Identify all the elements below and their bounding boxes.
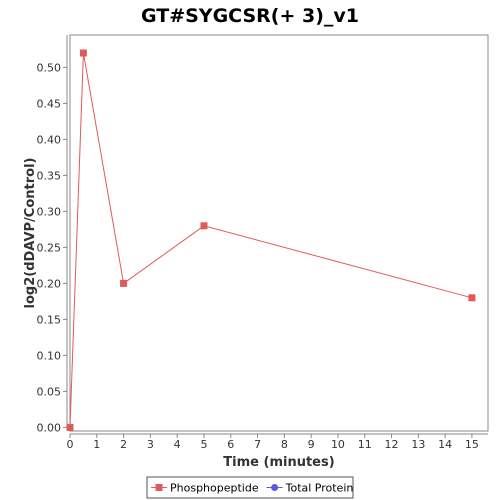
- x-tick-label: 9: [308, 438, 315, 451]
- legend-entry-label: Phosphopeptide: [170, 482, 259, 495]
- legend: Phosphopeptide Total Protein: [146, 476, 354, 499]
- y-tick-label: 0.45: [37, 97, 62, 110]
- plot-area: [69, 34, 489, 432]
- legend-box: [146, 476, 354, 499]
- x-tick-label: 4: [174, 438, 181, 451]
- x-tick-label: 10: [331, 438, 345, 451]
- x-tick-label: 6: [227, 438, 234, 451]
- y-tick-label: 0.15: [37, 313, 62, 326]
- y-tick-label: 0.20: [37, 277, 62, 290]
- x-axis: 0 1 2 3 4 5 6 7 8 9 10 11 12 13 14 15: [67, 433, 488, 451]
- data-point: [120, 279, 128, 287]
- x-tick-label: 14: [438, 438, 452, 451]
- y-tick-label: 0.30: [37, 205, 62, 218]
- x-tick-label: 2: [120, 438, 127, 451]
- y-tick-label: 0.35: [37, 169, 62, 182]
- y-tick-label: 0.25: [37, 241, 62, 254]
- y-tick-label: 0.10: [37, 349, 62, 362]
- x-tick-label: 1: [93, 438, 100, 451]
- y-axis: 0.00 0.05 0.10 0.15 0.20 0.25 0.30 0.35 0.40 0.45…: [37, 35, 68, 434]
- chart-title: GT#SYGCSR(+ 3)_v1: [141, 5, 359, 27]
- x-tick-label: 13: [411, 438, 425, 451]
- legend-marker: [271, 484, 279, 491]
- x-tick-label: 15: [465, 438, 479, 451]
- data-point: [200, 222, 208, 230]
- x-tick-label: 7: [254, 438, 261, 451]
- x-tick-label: 11: [358, 438, 372, 451]
- y-tick-label: 0.40: [37, 133, 62, 146]
- legend-entry-label: Total Protein: [285, 482, 354, 495]
- data-point: [468, 294, 476, 302]
- x-tick-label: 12: [385, 438, 399, 451]
- x-axis-label: Time (minutes): [223, 455, 334, 470]
- x-tick-label: 3: [147, 438, 154, 451]
- x-tick-label: 8: [281, 438, 288, 451]
- y-tick-label: 0.05: [37, 385, 62, 398]
- legend-marker: [155, 484, 163, 491]
- y-tick-label: 0.50: [37, 61, 62, 74]
- y-axis-label: log2(dDAVP/Control): [23, 158, 38, 309]
- data-point: [66, 423, 74, 431]
- x-tick-label: 0: [67, 438, 74, 451]
- x-tick-label: 5: [200, 438, 207, 451]
- data-point: [79, 49, 87, 57]
- y-tick-label: 0.00: [37, 421, 62, 434]
- series-layer: [66, 49, 476, 431]
